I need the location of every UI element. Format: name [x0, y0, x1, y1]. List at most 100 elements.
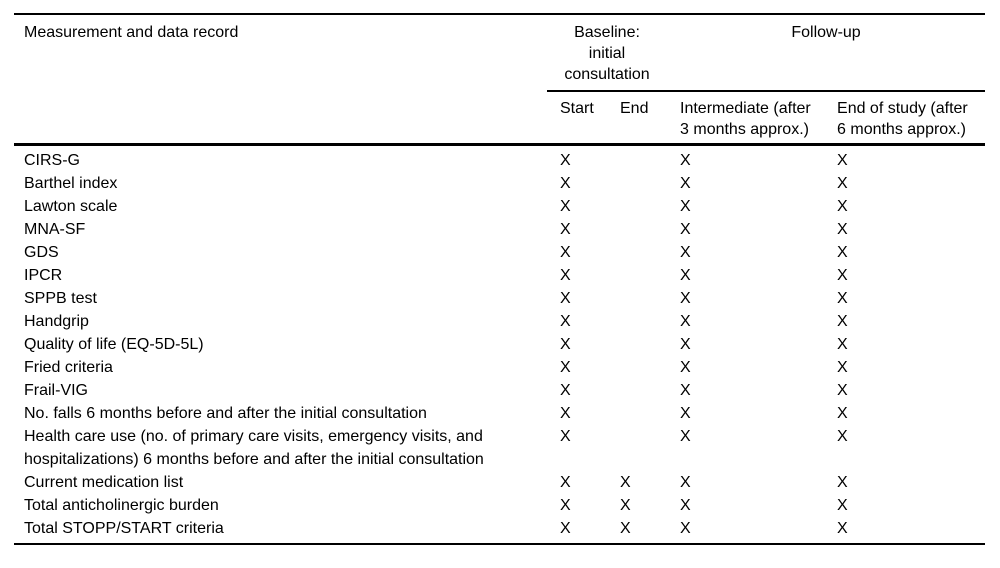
mark-cell: X	[680, 266, 691, 284]
column-header-end: End	[607, 91, 668, 146]
row-label: Quality of life (EQ-5D-5L)	[24, 335, 204, 353]
mark-cell: X	[680, 243, 691, 261]
mark-cell	[607, 402, 667, 425]
mark-cell: X	[620, 473, 631, 491]
mark-cell: X	[837, 358, 848, 376]
row-label: Current medication list	[24, 473, 184, 491]
mark-cell: X	[837, 243, 848, 261]
mark-cell: X	[680, 427, 691, 445]
row-label: Fried criteria	[24, 358, 113, 376]
mark-cell: X	[837, 220, 848, 238]
table-row: Current medication list X X X X	[14, 471, 985, 494]
mark-cell	[607, 379, 667, 402]
mark-cell: X	[837, 289, 848, 307]
table-row: MNA-SF X X X	[14, 218, 985, 241]
row-label: Total anticholinergic burden	[24, 496, 219, 514]
table-row: Health care use (no. of primary care vis…	[14, 425, 985, 471]
mark-cell	[607, 241, 667, 264]
mark-cell: X	[680, 197, 691, 215]
mark-cell	[607, 287, 667, 310]
row-label: Health care use (no. of primary care vis…	[24, 427, 484, 468]
mark-cell	[607, 264, 667, 287]
mark-cell: X	[560, 335, 571, 353]
table-row: No. falls 6 months before and after the …	[14, 402, 985, 425]
table-row: Total anticholinergic burden X X X X	[14, 494, 985, 517]
mark-cell: X	[560, 151, 571, 169]
mark-cell: X	[680, 289, 691, 307]
mark-cell: X	[560, 473, 571, 491]
column-header-intermediate: Intermediate (after 3 months approx.)	[667, 91, 825, 146]
mark-cell: X	[837, 381, 848, 399]
mark-cell: X	[680, 358, 691, 376]
mark-cell	[607, 333, 667, 356]
group-header-followup: Follow-up	[667, 14, 986, 92]
mark-cell: X	[620, 519, 631, 537]
mark-cell	[607, 356, 667, 379]
mark-cell: X	[680, 473, 691, 491]
mark-cell	[607, 310, 667, 333]
column-header-measurement: Measurement and data record	[14, 14, 547, 146]
row-label: No. falls 6 months before and after the …	[24, 404, 427, 422]
mark-cell: X	[837, 174, 848, 192]
mark-cell: X	[680, 496, 691, 514]
mark-cell: X	[680, 220, 691, 238]
measurement-schedule-table: Measurement and data record Baseline: in…	[14, 13, 986, 545]
row-label: Total STOPP/START criteria	[24, 519, 224, 537]
row-label: Barthel index	[24, 174, 118, 192]
mark-cell: X	[560, 197, 571, 215]
table-header: Measurement and data record Baseline: in…	[14, 14, 986, 146]
mark-cell: X	[560, 427, 571, 445]
table-row: Handgrip X X X	[14, 310, 985, 333]
mark-cell	[607, 195, 667, 218]
mark-cell: X	[560, 404, 571, 422]
mark-cell: X	[837, 151, 848, 169]
row-label: Frail-VIG	[24, 381, 88, 399]
row-label: CIRS-G	[24, 151, 80, 169]
mark-cell: X	[680, 174, 691, 192]
mark-cell: X	[680, 151, 691, 169]
table-row: IPCR X X X	[14, 264, 985, 287]
mark-cell: X	[560, 266, 571, 284]
mark-cell	[607, 218, 667, 241]
row-label: Lawton scale	[24, 197, 118, 215]
mark-cell	[607, 144, 667, 172]
mark-cell: X	[680, 312, 691, 330]
mark-cell: X	[680, 404, 691, 422]
mark-cell	[607, 425, 667, 471]
table-row: GDS X X X	[14, 241, 985, 264]
row-label: IPCR	[24, 266, 63, 284]
table-row: Lawton scale X X X	[14, 195, 985, 218]
mark-cell: X	[837, 404, 848, 422]
group-header-row: Measurement and data record Baseline: in…	[14, 14, 986, 146]
table-row: SPPB test X X X	[14, 287, 985, 310]
table-row: Quality of life (EQ-5D-5L) X X X	[14, 333, 985, 356]
mark-cell: X	[680, 381, 691, 399]
row-label: GDS	[24, 243, 59, 261]
table-row: CIRS-G X X X	[14, 144, 985, 172]
table-body: CIRS-G X X X Barthel index X X X Lawton …	[14, 144, 985, 544]
row-label: Handgrip	[24, 312, 89, 330]
table-row: Frail-VIG X X X	[14, 379, 985, 402]
mark-cell	[607, 172, 667, 195]
column-header-start: Start	[547, 91, 607, 146]
mark-cell: X	[560, 496, 571, 514]
mark-cell: X	[837, 427, 848, 445]
mark-cell: X	[837, 473, 848, 491]
mark-cell: X	[560, 243, 571, 261]
mark-cell: X	[560, 381, 571, 399]
mark-cell: X	[560, 358, 571, 376]
mark-cell: X	[837, 312, 848, 330]
mark-cell: X	[560, 312, 571, 330]
mark-cell: X	[560, 289, 571, 307]
mark-cell: X	[620, 496, 631, 514]
mark-cell: X	[837, 496, 848, 514]
table-row: Fried criteria X X X	[14, 356, 985, 379]
row-label: MNA-SF	[24, 220, 86, 238]
mark-cell: X	[837, 519, 848, 537]
mark-cell: X	[560, 519, 571, 537]
column-header-end-of-study: End of study (after 6 months approx.)	[824, 91, 986, 146]
mark-cell: X	[837, 335, 848, 353]
table-row: Barthel index X X X	[14, 172, 985, 195]
mark-cell: X	[837, 197, 848, 215]
mark-cell: X	[560, 174, 571, 192]
